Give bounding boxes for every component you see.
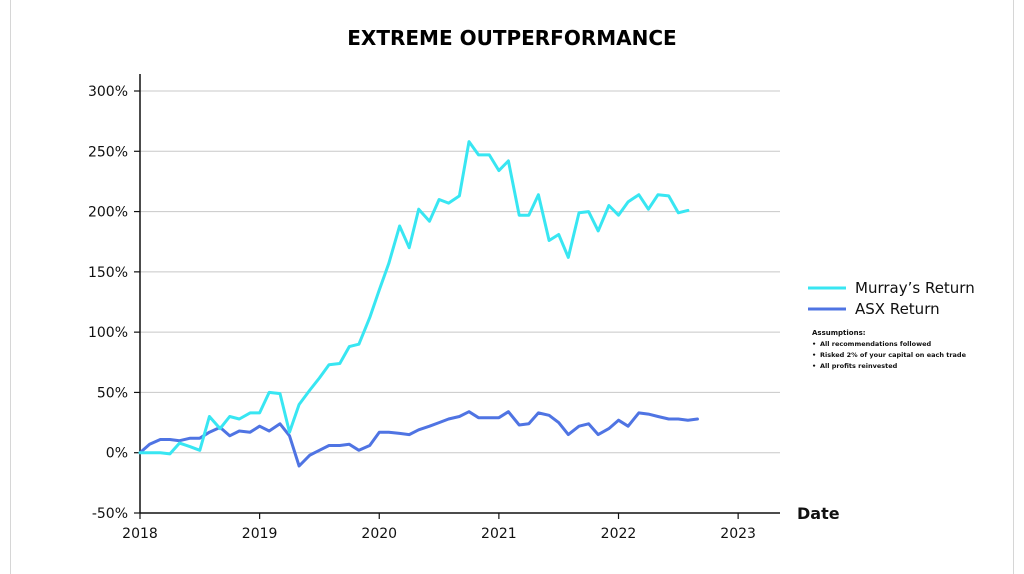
y-tick-label: 150% (88, 265, 128, 281)
y-tick-label: 250% (88, 144, 128, 160)
legend-label-murray: Murray’s Return (855, 279, 975, 297)
x-tick-label: 2019 (242, 526, 278, 542)
y-tick-label: -50% (92, 506, 128, 522)
y-tick-label: 0% (106, 446, 128, 462)
assumption-item: Risked 2% of your capital on each trade (820, 351, 967, 359)
x-tick-label: 2018 (122, 526, 158, 542)
asx-return-line (138, 410, 699, 468)
assumption-bullet: • (812, 351, 816, 359)
assumption-bullet: • (812, 340, 816, 348)
legend: Murray’s Return ASX Return (808, 279, 975, 318)
y-tick-label: 300% (88, 84, 128, 100)
y-tick-label: 100% (88, 325, 128, 341)
assumption-bullet: • (812, 362, 816, 370)
y-tick-label: 200% (88, 205, 128, 221)
grid-lines (140, 90, 780, 454)
chart-title: EXTREME OUTPERFORMANCE (347, 26, 676, 50)
assumptions-heading: Assumptions: (812, 329, 866, 337)
x-axis-ticks: 2018 2019 2020 2021 2022 2023 (122, 513, 756, 542)
murray-return-line (138, 140, 690, 456)
right-border (1013, 0, 1014, 574)
assumption-item: All profits reinvested (820, 362, 898, 370)
left-border (10, 0, 11, 574)
x-tick-label: 2020 (361, 526, 397, 542)
series-lines (138, 140, 699, 468)
assumptions-note: Assumptions: • All recommendations follo… (812, 329, 967, 370)
assumption-item: All recommendations followed (820, 340, 931, 348)
x-tick-label: 2023 (720, 526, 756, 542)
legend-label-asx: ASX Return (855, 300, 940, 318)
y-axis-ticks: 300% 250% 200% 150% 100% 50% 0% -50% (88, 84, 140, 522)
x-axis-label: Date (797, 504, 840, 523)
x-tick-label: 2022 (601, 526, 637, 542)
x-tick-label: 2021 (481, 526, 517, 542)
y-tick-label: 50% (97, 385, 128, 401)
